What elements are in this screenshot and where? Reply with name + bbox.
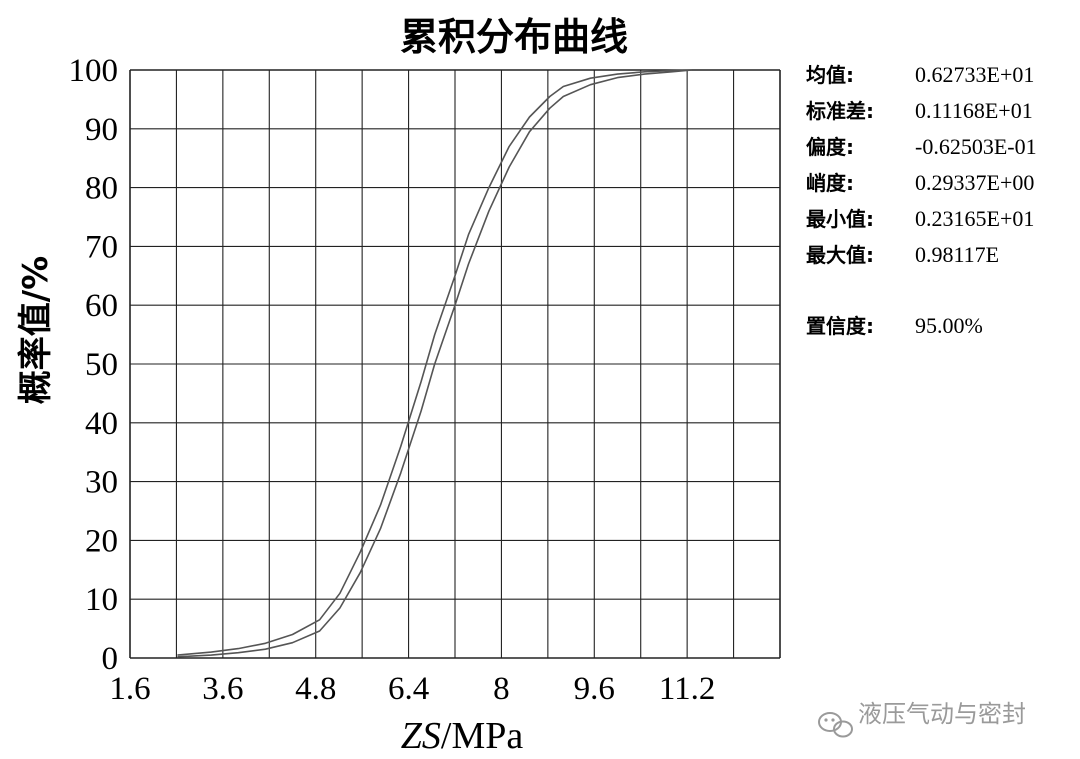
stat-value: 0.98117E	[915, 242, 999, 267]
y-tick-label: 0	[102, 641, 119, 677]
statistics-panel: 均值: 0.62733E+01 标准差: 0.11168E+01 偏度: -0.62503…	[806, 62, 1037, 338]
grid	[129, 69, 781, 659]
watermark-text: 液压气动与密封	[858, 700, 1026, 728]
y-tick-label: 10	[85, 582, 118, 618]
stat-value: 0.11168E+01	[915, 98, 1033, 123]
y-tick-label: 30	[85, 465, 118, 501]
x-tick-label: 3.6	[202, 671, 243, 707]
x-tick-label: 1.6	[109, 671, 150, 707]
y-tick-label: 80	[85, 171, 118, 207]
x-axis-label-variable: ZS	[401, 715, 441, 757]
stat-value: 0.23165E+01	[915, 206, 1034, 231]
stat-name: 最大值:	[806, 243, 874, 267]
stat-value: 0.62733E+01	[915, 62, 1034, 87]
stat-name: 峭度:	[806, 171, 854, 195]
x-axis-label-unit: /MPa	[441, 715, 523, 757]
y-tick-labels: 0 10 20 30 40 50 60 70 80 90 100	[69, 53, 119, 677]
confidence-name: 置信度:	[806, 314, 874, 338]
stat-name: 均值:	[806, 63, 854, 87]
y-tick-label: 60	[85, 288, 118, 324]
stat-name: 标准差:	[806, 99, 874, 123]
y-tick-label: 100	[69, 53, 119, 89]
y-tick-label: 40	[85, 406, 118, 442]
series-line-1	[177, 69, 693, 656]
x-tick-label: 8	[493, 671, 510, 707]
wechat-icon	[818, 712, 853, 738]
x-tick-label: 11.2	[659, 671, 716, 707]
stat-name: 最小值:	[806, 207, 874, 231]
x-tick-label: 6.4	[388, 671, 429, 707]
x-tick-labels: 1.6 3.6 4.8 6.4 8 9.6 11.2	[109, 671, 715, 707]
x-axis-label: ZS/MPa	[401, 715, 524, 757]
watermark: 液压气动与密封	[818, 700, 1026, 738]
y-tick-label: 20	[85, 523, 118, 559]
x-tick-label: 4.8	[295, 671, 336, 707]
y-tick-label: 90	[85, 112, 118, 148]
stat-name: 偏度:	[806, 135, 854, 159]
stat-value: 0.29337E+00	[915, 170, 1034, 195]
y-axis-label: 概率值/%	[16, 256, 56, 404]
y-tick-label: 70	[85, 229, 118, 265]
y-tick-label: 50	[85, 347, 118, 383]
confidence-value: 95.00%	[915, 313, 983, 338]
chart-title: 累积分布曲线	[400, 15, 628, 59]
stat-value: -0.62503E-01	[915, 134, 1037, 159]
series-lines	[177, 69, 693, 658]
series-line-2	[177, 69, 693, 658]
x-tick-label: 9.6	[574, 671, 615, 707]
